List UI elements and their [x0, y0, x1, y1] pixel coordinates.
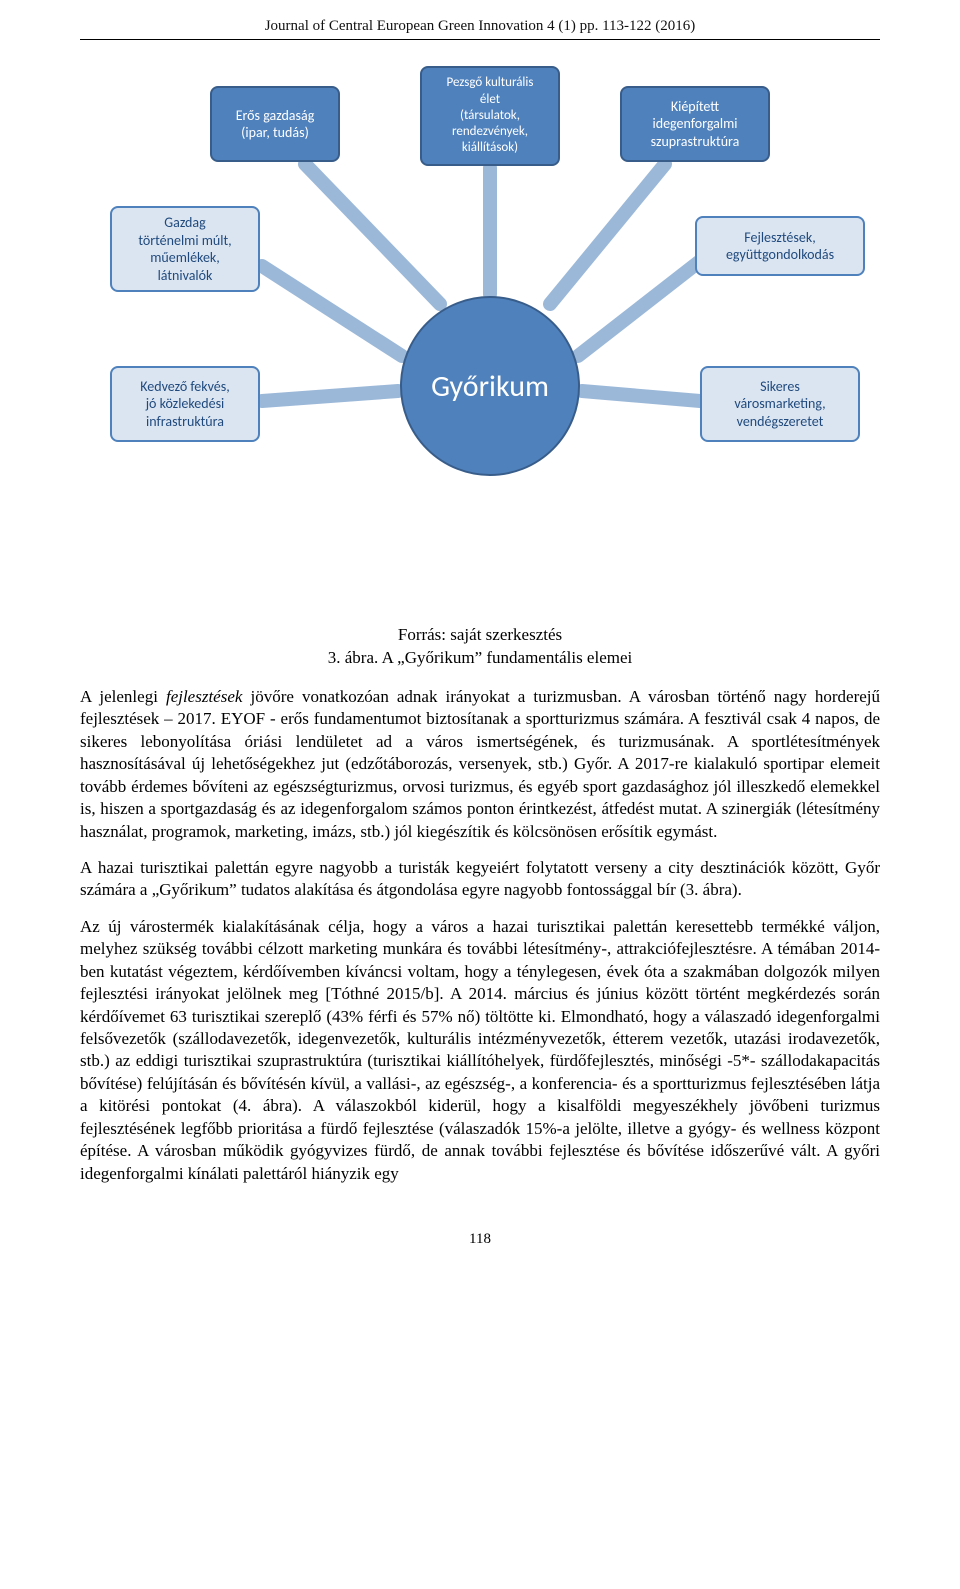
running-header: Journal of Central European Green Innova…: [80, 0, 880, 40]
body-paragraph-2: A hazai turisztikai palettán egyre nagyo…: [80, 857, 880, 902]
p1-b: jövőre vonatkozóan adnak irányokat a tur…: [80, 687, 880, 841]
diagram-arrow: [262, 266, 402, 356]
diagram-arrow: [305, 164, 440, 304]
diagram-center-node: Győrikum: [400, 296, 580, 476]
diagram-arrow: [550, 164, 665, 304]
page-number: 118: [80, 1231, 880, 1248]
gyorikum-diagram: Erős gazdaság(ipar, tudás) Pezsgő kulturá…: [80, 66, 880, 606]
p1-ital: fejlesztések: [166, 687, 242, 706]
diagram-arrow: [578, 261, 700, 356]
diagram-node: Fejlesztések,együttgondolkodás: [695, 216, 865, 276]
body-paragraph-1: A jelenlegi fejlesztések jövőre vonatkoz…: [80, 686, 880, 843]
p1-a: A jelenlegi: [80, 687, 166, 706]
diagram-node: Erős gazdaság(ipar, tudás): [210, 86, 340, 162]
diagram-node: Kiépítettidegenforgalmiszuprastruktúra: [620, 86, 770, 162]
diagram-arrow: [582, 391, 700, 401]
diagram-arrow: [262, 391, 398, 401]
figure-caption: Forrás: saját szerkesztés 3. ábra. A „Gy…: [80, 624, 880, 670]
diagram-node: Gazdagtörténelmi múlt,műemlékek,látnival…: [110, 206, 260, 292]
diagram-node: Pezsgő kulturálisélet(társulatok,rendezv…: [420, 66, 560, 166]
diagram-node: Kedvező fekvés,jó közlekedésiinfrastrukt…: [110, 366, 260, 442]
diagram-node: Sikeresvárosmarketing,vendégszeretet: [700, 366, 860, 442]
caption-source: Forrás: saját szerkesztés: [398, 625, 562, 644]
caption-title: 3. ábra. A „Győrikum” fundamentális elem…: [328, 648, 633, 667]
body-paragraph-3: Az új várostermék kialakításának célja, …: [80, 916, 880, 1185]
